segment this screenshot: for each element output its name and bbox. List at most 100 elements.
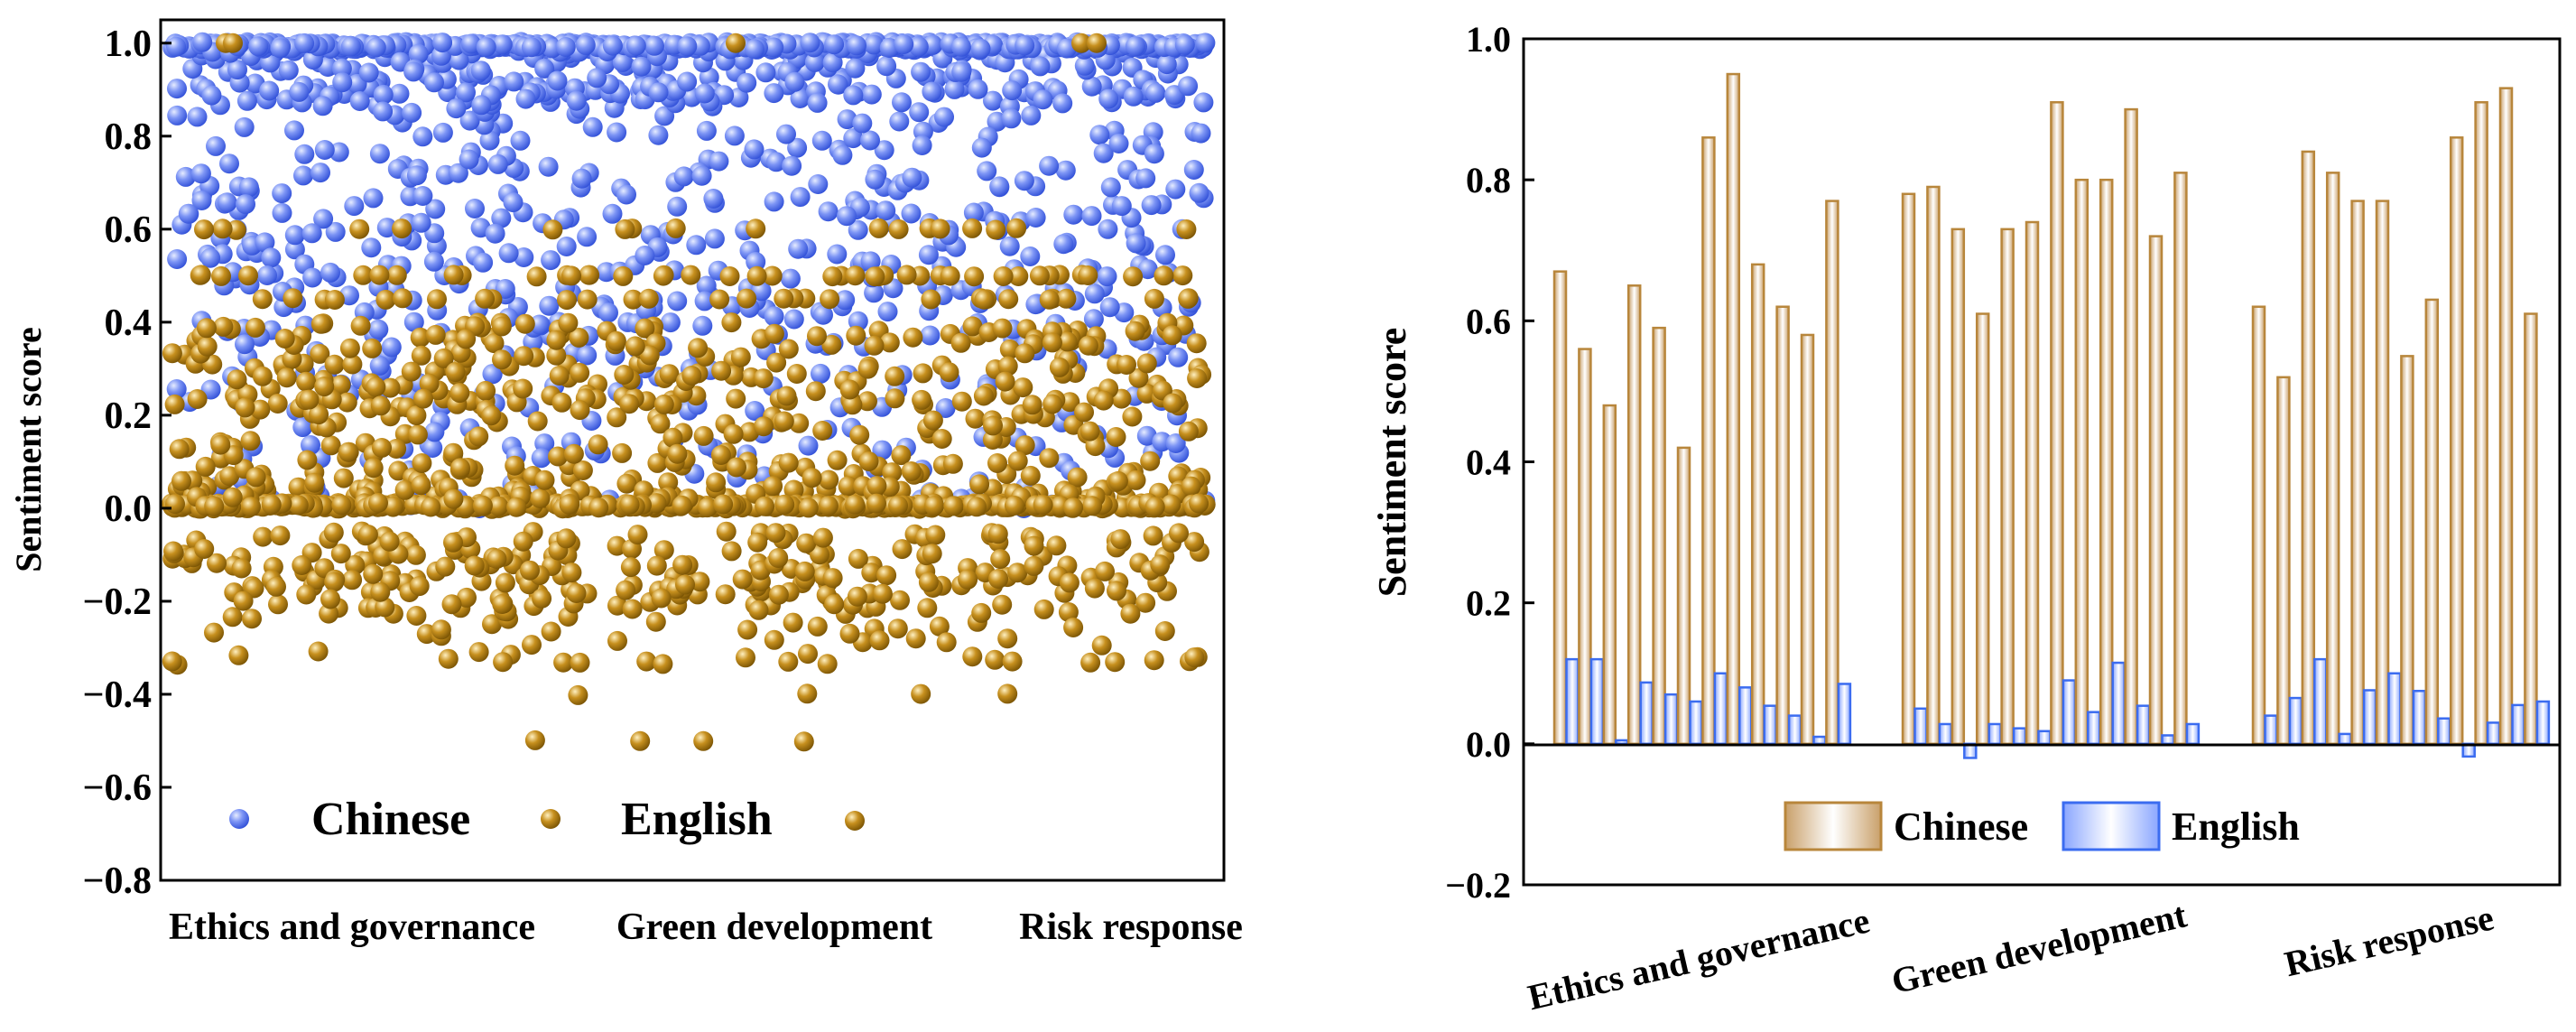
scatter-point-chinese [635, 246, 655, 265]
scatter-point-english [612, 442, 633, 463]
scatter-point-chinese [331, 58, 352, 79]
scatter-point-chinese [446, 98, 467, 119]
bar-chinese [2251, 305, 2266, 746]
scatter-point-english [931, 429, 952, 449]
scatter-point-english [812, 421, 833, 441]
scatter-point-english [1057, 331, 1078, 352]
bar-chinese [2099, 178, 2114, 746]
scatter-point-english [524, 730, 545, 750]
scatter-point-chinese [503, 192, 524, 213]
scatter-point-chinese [498, 243, 519, 264]
scatter-point-chinese [448, 163, 468, 183]
scatter-point-chinese [1053, 234, 1074, 255]
bar-english [2136, 704, 2151, 746]
scatter-point-english [869, 630, 890, 651]
scatter-point-english [764, 323, 784, 344]
scatter-point-english [776, 386, 797, 406]
scatter-point-chinese [776, 124, 796, 144]
scatter-point-chinese [1100, 177, 1121, 198]
scatter-point-english [375, 289, 396, 310]
scatter-point-chinese [476, 37, 496, 58]
scatter-point-english [556, 528, 577, 549]
scatter-point-english [522, 635, 542, 655]
scatter-point-chinese [166, 36, 187, 57]
bar-chinese [1552, 270, 1568, 746]
scatter-point-english [857, 358, 878, 379]
scatter-point-chinese [1183, 160, 1204, 180]
scatter-point-english [468, 642, 489, 663]
scatter-point-chinese [403, 61, 424, 82]
scatter-point-english [527, 411, 548, 432]
scatter-point-english [616, 473, 637, 494]
scatter-point-english [163, 541, 183, 562]
scatter-point-english [1046, 535, 1067, 556]
scatter-point-english [213, 316, 234, 337]
scatter-point-english [331, 495, 352, 516]
scatter-point-chinese [673, 166, 694, 187]
bar-english [2437, 717, 2451, 746]
scatter-point-english [288, 477, 309, 497]
scatter-point-english [1110, 529, 1131, 550]
legend-label-english: English [621, 794, 773, 845]
scatter-point-english [763, 476, 783, 497]
scatter-point-english [342, 354, 363, 375]
scatter-point-english [338, 442, 358, 462]
scatter-point-english [253, 526, 273, 547]
bar-chinese [2276, 376, 2291, 746]
scatter-point-english [1154, 265, 1174, 286]
scatter-point-chinese [1178, 76, 1199, 97]
scatter-point-english [495, 572, 515, 593]
scatter-point-english [1013, 377, 1033, 398]
legend-label-chinese: Chinese [311, 794, 470, 845]
scatter-point-english [1144, 497, 1165, 517]
scatter-point-english [974, 289, 995, 310]
scatter-point-chinese [1145, 82, 1166, 103]
scatter-point-chinese [625, 35, 646, 56]
scatter-point-chinese [602, 203, 623, 224]
scatter-point-english [1084, 578, 1105, 599]
scatter-point-english [805, 381, 826, 402]
scatter-point-chinese [848, 219, 868, 240]
bar-english [1738, 686, 1753, 746]
scatter-point-english [943, 496, 964, 516]
scatter-point-chinese [424, 422, 445, 442]
scatter-point-english [929, 616, 950, 637]
scatter-point-chinese [301, 223, 322, 244]
scatter-point-chinese [411, 212, 431, 233]
scatter-point-chinese [902, 167, 922, 188]
scatter-point-english [1126, 470, 1146, 490]
scatter-point-chinese [515, 88, 536, 109]
scatter-point-chinese [1108, 134, 1129, 153]
scatter-point-english [492, 594, 513, 614]
scatter-point-english [845, 494, 866, 515]
bar-english [2338, 732, 2352, 746]
scatter-point-english [482, 614, 502, 635]
scatter-point-english [736, 647, 755, 668]
scatter-point-english [427, 289, 447, 310]
scatter-point-english [827, 450, 848, 470]
bar-chinese [1676, 446, 1691, 746]
scatter-point-chinese [1097, 266, 1117, 287]
scatter-point-chinese [1015, 35, 1035, 56]
scatter-point-english [492, 349, 512, 370]
scatter-point-chinese [272, 202, 292, 223]
scatter-point-english [386, 265, 407, 285]
scatter-point-chinese [312, 96, 333, 116]
scatter-point-english [1074, 402, 1094, 423]
bar-english [2012, 727, 2027, 746]
scatter-point-english [194, 539, 215, 559]
scatter-point-chinese [607, 122, 627, 143]
scatter-point-english [912, 389, 932, 410]
scatter-point-english [274, 329, 295, 349]
scatter-point-english [940, 265, 960, 286]
bar-chinese [1602, 404, 1617, 746]
scatter-point-english [754, 416, 774, 437]
scatter-point-english [794, 561, 815, 581]
scatter-point-english [169, 439, 190, 460]
bar-chinese [2424, 298, 2440, 746]
scatter-point-english [337, 392, 357, 413]
scatter-point-english [345, 554, 366, 575]
bar-chinese [2400, 355, 2414, 746]
scatter-point-english [288, 495, 309, 516]
bar-english [2362, 689, 2377, 746]
